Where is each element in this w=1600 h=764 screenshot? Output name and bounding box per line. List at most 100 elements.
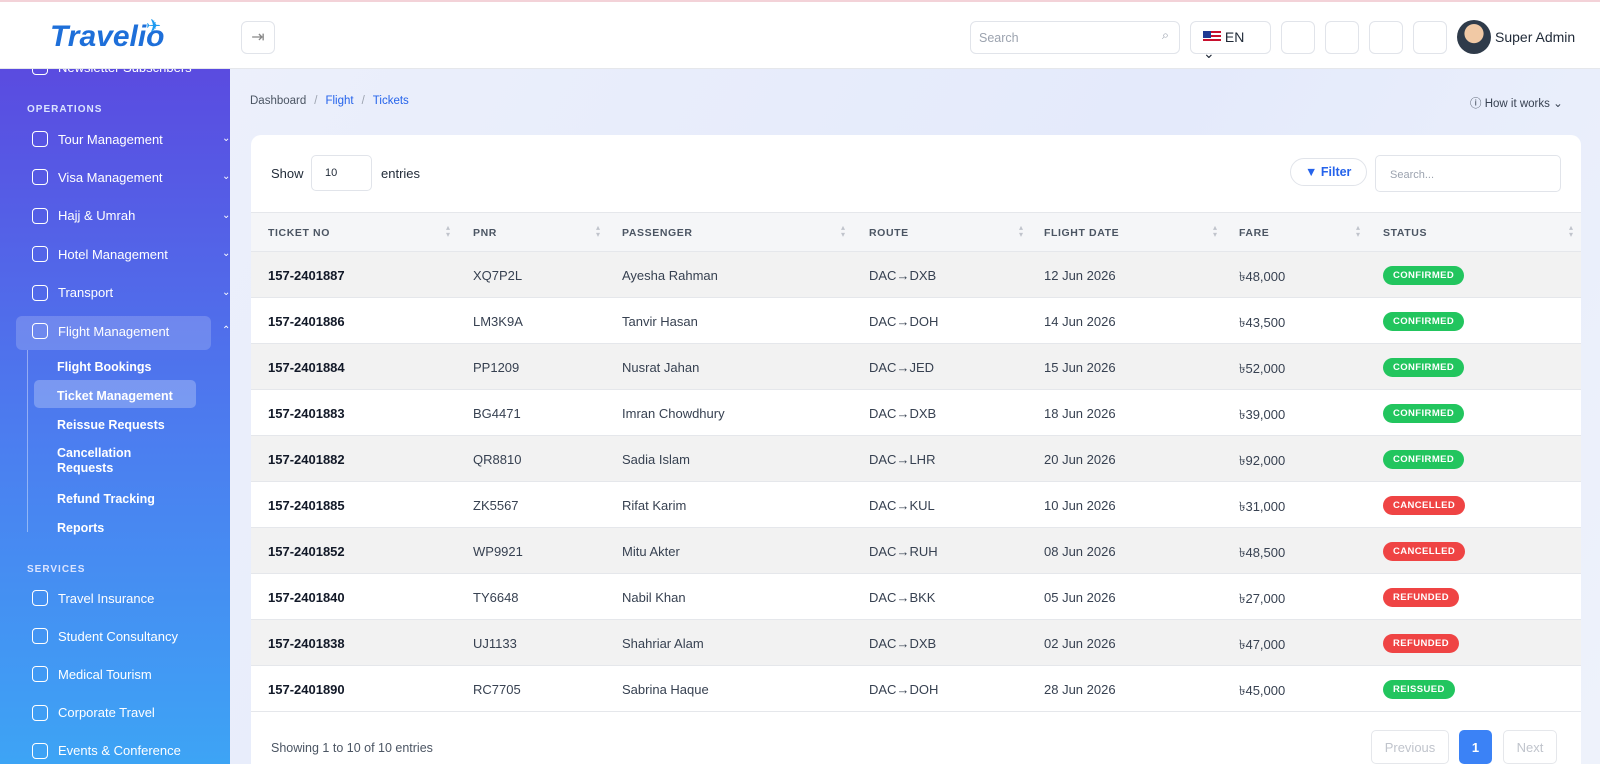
status-badge: CANCELLED xyxy=(1383,496,1466,515)
menu-item[interactable]: Corporate Travel xyxy=(32,704,222,721)
menu-label: Hajj & Umrah xyxy=(58,208,136,224)
pagination-button[interactable]: Next xyxy=(1503,730,1557,764)
menu-item[interactable]: Events & Conference xyxy=(32,742,222,759)
table-footer-info: Showing 1 to 10 of 10 entries xyxy=(271,741,433,755)
menu-label: Newsletter Subscribers xyxy=(58,69,192,75)
submenu-item[interactable]: Cancellation Requests xyxy=(57,446,132,475)
submenu-item[interactable]: Flight Bookings xyxy=(57,360,152,374)
menu-item[interactable]: Travel Insurance xyxy=(32,590,222,606)
table-cell: DAC→LHR xyxy=(869,452,936,467)
sidebar-toggle[interactable]: ⇥ xyxy=(241,21,275,54)
section-title: OPERATIONS xyxy=(27,104,103,115)
table-cell: 157-2401884 xyxy=(268,360,345,375)
table-cell: Nusrat Jahan xyxy=(622,360,700,375)
column-header[interactable]: STATUS xyxy=(1383,227,1428,239)
table-row[interactable] xyxy=(251,574,1581,620)
breadcrumb-item[interactable]: Dashboard xyxy=(250,95,307,107)
table-search[interactable]: Search... xyxy=(1375,155,1561,192)
table-cell: BG4471 xyxy=(473,406,521,421)
breadcrumb-item[interactable]: Flight xyxy=(325,95,354,107)
submenu-item[interactable]: Refund Tracking xyxy=(57,492,155,506)
sort-icon: ▴ ▾ xyxy=(841,223,846,239)
active-menu-bg xyxy=(16,316,211,350)
menu-icon xyxy=(32,590,48,606)
table-card: Show 10 entries ▼ Filter Search... TICKET NO ▴… xyxy=(251,135,1581,764)
chevron: ⌄ xyxy=(222,133,230,144)
table-row[interactable] xyxy=(251,528,1581,574)
table-row[interactable] xyxy=(251,482,1581,528)
menu-item[interactable]: Transport ⌄ xyxy=(32,284,230,301)
sidebar: Newsletter Subscribers OPERATIONS Tour Man… xyxy=(0,69,230,764)
filter-button[interactable]: ▼ Filter xyxy=(1290,158,1367,186)
pagination-button[interactable]: 1 xyxy=(1459,730,1492,764)
status-badge: REFUNDED xyxy=(1383,634,1459,653)
menu-icon xyxy=(32,666,48,683)
table-cell: ৳43,500 xyxy=(1239,315,1286,330)
notification-button[interactable] xyxy=(1413,21,1447,54)
table-row[interactable] xyxy=(251,252,1581,298)
table-cell: 20 Jun 2026 xyxy=(1044,452,1116,467)
menu-label: Transport xyxy=(58,285,114,301)
user-name[interactable]: Super Admin xyxy=(1495,29,1576,45)
status-badge: REISSUED xyxy=(1383,680,1455,699)
filter-label: Filter xyxy=(1320,165,1352,179)
breadcrumb-separator: / xyxy=(314,95,318,107)
column-header[interactable]: FLIGHT DATE xyxy=(1044,227,1120,239)
column-header[interactable]: PASSENGER xyxy=(622,227,693,239)
table-cell: ৳92,000 xyxy=(1239,453,1286,468)
entries-select[interactable]: 10 xyxy=(311,155,372,191)
column-header[interactable]: TICKET NO xyxy=(268,227,330,239)
table-cell: DAC→BKK xyxy=(869,590,936,605)
theme-button[interactable] xyxy=(1369,21,1403,54)
menu-label: Flight Management xyxy=(58,323,170,339)
table-cell: ৳31,000 xyxy=(1239,499,1286,514)
table-cell: ৳52,000 xyxy=(1239,361,1286,376)
table-row[interactable] xyxy=(251,666,1581,712)
submenu-item[interactable]: Ticket Management xyxy=(57,389,173,403)
menu-item[interactable]: Hajj & Umrah ⌄ xyxy=(32,207,230,224)
table-cell: Imran Chowdhury xyxy=(622,406,725,421)
submenu-item[interactable]: Reports xyxy=(57,521,105,535)
refresh-button[interactable] xyxy=(1325,21,1359,54)
status-badge: CANCELLED xyxy=(1383,542,1466,561)
table-cell: Sabrina Haque xyxy=(622,682,709,697)
avatar[interactable] xyxy=(1457,20,1491,54)
status-badge: CONFIRMED xyxy=(1383,450,1465,469)
menu-label: Tour Management xyxy=(58,131,163,147)
table-cell: DAC→DXB xyxy=(869,268,937,283)
submenu-item[interactable]: Reissue Requests xyxy=(57,418,165,432)
table-cell: 28 Jun 2026 xyxy=(1044,682,1116,697)
table-row[interactable] xyxy=(251,436,1581,482)
menu-item[interactable]: Hotel Management ⌄ xyxy=(32,246,230,263)
globe-button[interactable] xyxy=(1281,21,1315,54)
status-badge: CONFIRMED xyxy=(1383,404,1465,423)
menu-item[interactable]: Tour Management ⌄ xyxy=(32,131,230,147)
menu-item[interactable]: Visa Management ⌄ xyxy=(32,169,230,186)
search-box[interactable]: Search ⌕ xyxy=(970,21,1180,54)
table-row[interactable] xyxy=(251,298,1581,344)
logo[interactable]: Travelio xyxy=(50,20,165,53)
menu-item[interactable]: Student Consultancy xyxy=(32,628,222,645)
table-cell: ৳45,000 xyxy=(1239,683,1286,698)
menu-item[interactable]: Newsletter Subscribers xyxy=(32,69,222,75)
menu-icon xyxy=(32,284,48,301)
column-header[interactable]: FARE xyxy=(1239,227,1270,239)
how-it-works[interactable]: ⓘ How it works ⌄ xyxy=(1470,98,1563,110)
breadcrumb: Dashboard / Flight / Tickets xyxy=(250,95,409,107)
column-header[interactable]: PNR xyxy=(473,227,497,239)
table-cell: WP9921 xyxy=(473,544,523,559)
table-row[interactable] xyxy=(251,620,1581,666)
table-row[interactable] xyxy=(251,390,1581,436)
breadcrumb-item[interactable]: Tickets xyxy=(372,95,409,107)
table-row[interactable] xyxy=(251,344,1581,390)
menu-label: Events & Conference xyxy=(58,743,181,759)
table-cell: ৳48,000 xyxy=(1239,269,1286,284)
menu-item[interactable]: Medical Tourism xyxy=(32,666,222,683)
language-select[interactable]: EN ⌄ xyxy=(1190,21,1271,61)
menu-item[interactable]: Flight Management ⌃ xyxy=(32,323,230,339)
table-cell: TY6648 xyxy=(473,590,519,605)
pagination-button[interactable]: Previous xyxy=(1371,730,1449,764)
table-cell: DAC→DOH xyxy=(869,682,939,697)
column-header[interactable]: ROUTE xyxy=(869,227,909,239)
